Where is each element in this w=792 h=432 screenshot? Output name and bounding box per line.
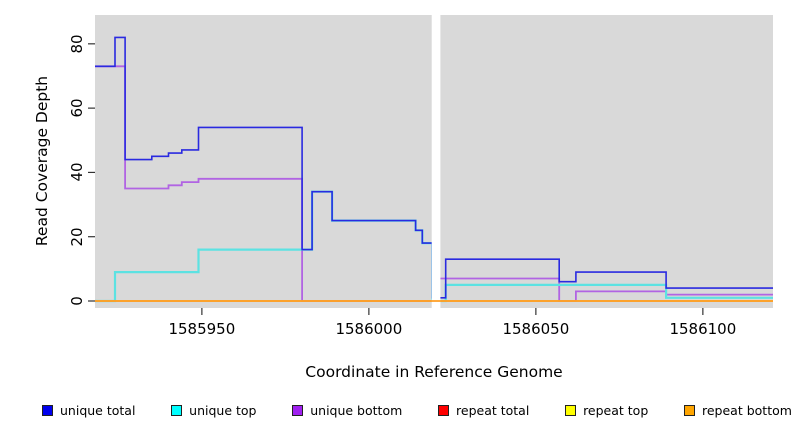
x-tick-label: 1585950 — [168, 320, 236, 338]
y-tick-label: 0 — [68, 296, 86, 306]
legend-item-unique-top: unique top — [171, 403, 256, 418]
chart-legend: unique total unique top unique bottom repea… — [42, 399, 792, 421]
y-tick-label: 20 — [68, 227, 86, 247]
y-tick-label: 80 — [68, 34, 86, 54]
y-tick-label: 40 — [68, 162, 86, 182]
legend-item-repeat-bottom: repeat bottom — [684, 403, 792, 418]
y-tick-label: 60 — [68, 98, 86, 118]
legend-label: unique bottom — [310, 402, 403, 418]
legend-label: repeat top — [583, 402, 649, 418]
legend-swatch-repeat-total — [438, 404, 450, 416]
legend-swatch-unique-top — [171, 404, 183, 416]
legend-item-repeat-total: repeat total — [438, 403, 529, 418]
legend-swatch-unique-bottom — [292, 404, 304, 416]
legend-swatch-unique-total — [42, 404, 53, 416]
legend-item-repeat-top: repeat top — [565, 403, 648, 418]
x-axis-title: Coordinate in Reference Genome — [305, 363, 563, 381]
legend-label: repeat bottom — [702, 402, 792, 418]
legend-swatch-repeat-top — [565, 404, 577, 416]
legend-swatch-repeat-bottom — [684, 404, 695, 416]
x-tick-label: 1586100 — [669, 320, 737, 338]
y-axis-title: Read Coverage Depth — [33, 75, 51, 247]
x-tick-label: 1586000 — [335, 320, 403, 338]
coverage-gap-band — [431, 15, 441, 308]
legend-item-unique-bottom: unique bottom — [292, 403, 402, 418]
x-tick-label: 1586050 — [502, 320, 570, 338]
series-line-unique-total — [95, 36, 773, 299]
legend-label: repeat total — [456, 402, 530, 418]
legend-item-unique-total: unique total — [42, 403, 135, 418]
legend-label: unique total — [60, 402, 136, 418]
legend-label: unique top — [189, 402, 257, 418]
